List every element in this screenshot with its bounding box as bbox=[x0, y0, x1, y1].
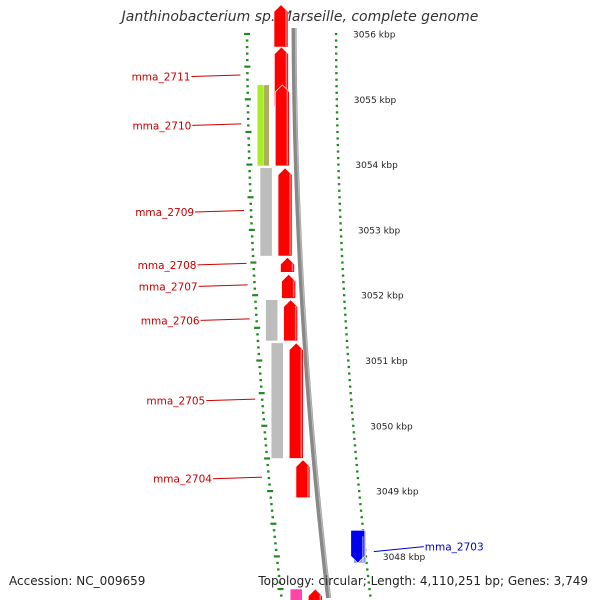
cog-block-pink bbox=[290, 588, 303, 600]
scale-tick-label: 3053 kbp bbox=[358, 226, 401, 236]
tick-layer: 3056 kbp 3055 kbp 3054 kbp 3053 kbp 3052 kbp… bbox=[353, 31, 425, 563]
gene-label: mma_2709 bbox=[135, 207, 194, 219]
label-leader bbox=[200, 318, 250, 321]
gene-arrow-mma_2703 bbox=[350, 529, 366, 564]
scale-tick-label: 3048 kbp bbox=[383, 553, 426, 563]
backbone-line bbox=[291, 27, 332, 599]
gene-arrow-mma_2705 bbox=[288, 342, 304, 459]
map-title: Janthinobacterium sp. Marseille, complet… bbox=[121, 9, 479, 25]
gene-arrow-unnamed-10 bbox=[307, 588, 323, 600]
gene-arrow-mma_2708 bbox=[280, 256, 295, 273]
accession-text: Accession: NC_009659 bbox=[9, 574, 146, 588]
gene-label: mma_2707 bbox=[139, 281, 198, 293]
scale-tick-label: 3054 kbp bbox=[355, 161, 398, 171]
gene-label: mma_2706 bbox=[141, 315, 200, 327]
cog-layer bbox=[257, 84, 366, 600]
scale-tick-label: 3049 kbp bbox=[376, 488, 419, 498]
gene-arrow-mma_2706 bbox=[283, 299, 298, 342]
scale-tick-label: 3051 kbp bbox=[365, 357, 408, 367]
gene-label: mma_2704 bbox=[153, 474, 212, 486]
gene-label: mma_2705 bbox=[146, 396, 205, 408]
gene-arrow-mma_2707 bbox=[281, 273, 296, 299]
gene-label: mma_2708 bbox=[138, 260, 197, 272]
gene-label: mma_2710 bbox=[132, 120, 191, 132]
label-leader bbox=[206, 398, 256, 402]
scale-tick-label: 3050 kbp bbox=[370, 422, 413, 432]
gene-label: mma_2703 bbox=[425, 542, 484, 554]
scale-tick-label: 3052 kbp bbox=[361, 292, 404, 302]
gene-arrow-mma_2710 bbox=[275, 84, 290, 167]
gene-arrow-mma_2704 bbox=[295, 459, 311, 498]
cog-block-lime bbox=[257, 84, 264, 167]
label-leader bbox=[191, 74, 241, 77]
label-leader bbox=[198, 284, 248, 287]
gene-arrow-unnamed-0 bbox=[273, 4, 289, 48]
cog-block-grey bbox=[259, 167, 273, 257]
label-leader bbox=[373, 546, 424, 553]
label-leader bbox=[195, 209, 245, 213]
backbone-layer bbox=[291, 27, 332, 599]
cog-block-olive bbox=[263, 84, 270, 167]
label-leader bbox=[192, 123, 242, 126]
gene-layer bbox=[273, 4, 366, 600]
scale-dots bbox=[244, 32, 372, 597]
label-leader bbox=[197, 262, 247, 266]
label-layer: mma_2711 mma_2710 mma_2709 mma_2708 mma_2707… bbox=[132, 71, 484, 553]
label-leader bbox=[212, 476, 262, 480]
summary-text: Topology: circular; Length: 4,110,251 bp… bbox=[258, 574, 588, 588]
backbone-highlight bbox=[294, 27, 331, 599]
cog-block-grey bbox=[265, 299, 278, 342]
cog-block-grey bbox=[271, 342, 284, 459]
gene-label: mma_2711 bbox=[132, 71, 191, 83]
scale-tick-label: 3055 kbp bbox=[354, 96, 397, 106]
scale-tick-label: 3056 kbp bbox=[353, 31, 396, 41]
gene-arrow-mma_2709 bbox=[277, 167, 293, 257]
